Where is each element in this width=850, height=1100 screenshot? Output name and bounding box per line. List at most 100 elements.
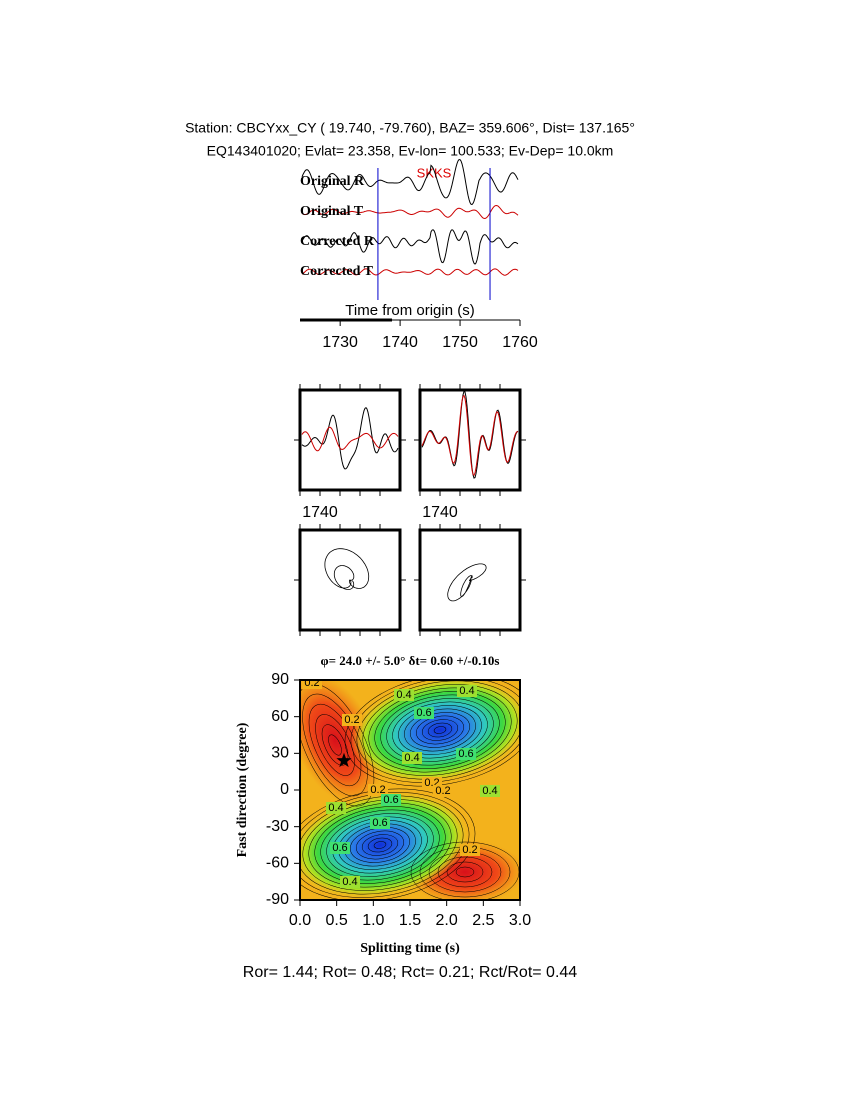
contour (446, 861, 484, 883)
trace-label: Corrected R (300, 234, 375, 249)
contour (314, 806, 446, 884)
contour-label-box (402, 752, 422, 764)
grid-title: φ= 24.0 +/- 5.0° δt= 0.60 +/-0.10s (321, 653, 500, 668)
contour-label: 0.4 (328, 802, 343, 814)
x-tick-label: 0.5 (326, 912, 348, 929)
trace-label: Original R (300, 174, 365, 189)
contour (380, 694, 500, 766)
contour (455, 866, 475, 878)
contour-label: 0.2 (462, 844, 477, 856)
x-tick-label: 1760 (502, 334, 538, 351)
trace (301, 159, 519, 206)
contour (421, 719, 459, 741)
trace-label: Original T (300, 204, 364, 219)
contour (308, 802, 452, 888)
panel-tick-label: 1740 (422, 504, 458, 521)
x-axis-label: Time from origin (s) (345, 302, 474, 319)
contour (356, 680, 520, 780)
header-line: Station: CBCYxx_CY ( 19.740, -79.760), B… (185, 120, 635, 136)
contour (367, 837, 393, 853)
contour-label-box (480, 785, 500, 797)
x-tick-label: 2.0 (436, 912, 458, 929)
trace (301, 204, 519, 220)
contour-label-box (394, 689, 414, 701)
particle-path (447, 563, 487, 602)
contour-label: 0.2 (370, 784, 385, 796)
contour (427, 722, 453, 738)
y-axis-label: Fast direction (degree) (235, 722, 250, 857)
y-tick-label: -30 (266, 818, 289, 835)
contour (308, 703, 362, 787)
x-tick-label: 3.0 (509, 912, 531, 929)
contour-label: 0.4 (459, 685, 474, 697)
y-tick-label: -60 (266, 855, 289, 872)
contour (415, 715, 465, 745)
contour (321, 724, 349, 766)
y-tick-label: 0 (280, 781, 289, 798)
contour-field: 0.20.20.4 0.40.60.4 0.60.20.20.2 0.40.40.60… (300, 677, 520, 900)
footer: Ror= 1.44; Rot= 0.48; Rct= 0.21; Rct/Rot… (243, 964, 578, 981)
y-tick-label: 90 (271, 671, 289, 688)
particle-path (324, 548, 370, 590)
contour (355, 830, 405, 860)
x-tick-label: 1.0 (362, 912, 384, 929)
contour-label-box (340, 876, 360, 888)
contour-label-box (368, 784, 388, 796)
contour (368, 687, 512, 773)
contour (386, 698, 494, 762)
x-axis-label: Splitting time (s) (360, 941, 460, 956)
contour (410, 712, 470, 748)
phase-label: SKKS (417, 165, 452, 180)
contour (320, 809, 440, 881)
contour-label: 0.6 (372, 817, 387, 829)
y-tick-label: 30 (271, 745, 289, 762)
contour-label-box (326, 802, 346, 814)
contour (361, 834, 399, 856)
y-tick-label: -90 (266, 891, 289, 908)
header-line: EQ143401020; Evlat= 23.358, Ev-lon= 100.… (207, 143, 614, 159)
contour-label: 0.6 (458, 748, 473, 760)
contour-label: 0.2 (344, 714, 359, 726)
contour (433, 726, 447, 734)
grid-search: 0.20.20.4 0.40.60.4 0.60.20.20.2 0.40.40.60… (266, 671, 531, 929)
contour-label-box (414, 707, 434, 719)
trace (301, 229, 519, 265)
contour (326, 813, 434, 877)
contour (373, 841, 387, 849)
trace (301, 268, 519, 276)
contour-label-box (370, 817, 390, 829)
contour-label-box (342, 714, 362, 726)
waveform (421, 390, 519, 479)
contour (404, 708, 476, 752)
contour-label: 0.4 (342, 876, 357, 888)
contour (344, 680, 520, 787)
contour-label-box (456, 748, 476, 760)
contour-label: 0.6 (332, 842, 347, 854)
x-tick-label: 1730 (322, 334, 358, 351)
contour (302, 693, 368, 797)
waveform (421, 394, 518, 477)
waveform (301, 426, 399, 452)
particle-motion: 1740 1740 (294, 384, 526, 636)
contour (328, 734, 342, 756)
contour-label: 0.6 (383, 794, 398, 806)
waveform (301, 407, 399, 470)
contour-label-box (381, 794, 401, 806)
contour-label-box (330, 842, 350, 854)
contour-label: 0.2 (304, 677, 319, 689)
best-fit-star (336, 752, 352, 768)
minimum-region (300, 680, 382, 806)
contour (302, 799, 458, 891)
x-tick-label: 0.0 (289, 912, 311, 929)
contour-label: 0.2 (435, 785, 450, 797)
contour (392, 701, 488, 759)
contour (315, 714, 355, 776)
contour (300, 795, 464, 895)
x-tick-label: 1740 (382, 334, 418, 351)
panel-frame (298, 388, 402, 492)
contour-label: 0.4 (482, 785, 497, 797)
contour-label: 0.4 (396, 689, 411, 701)
x-tick-label: 1.5 (399, 912, 421, 929)
y-tick-label: 60 (271, 708, 289, 725)
